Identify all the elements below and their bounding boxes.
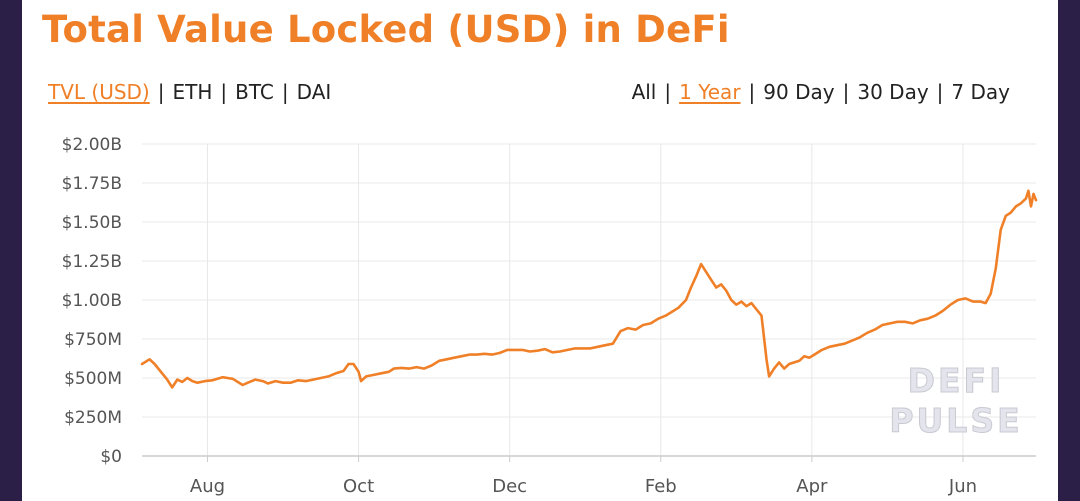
separator: | bbox=[220, 80, 228, 104]
y-tick-label: $1.00B bbox=[62, 291, 122, 311]
x-tick-label: Aug bbox=[190, 476, 225, 497]
range-option-30-day[interactable]: 30 Day bbox=[857, 80, 929, 104]
separator: | bbox=[936, 80, 944, 104]
separator: | bbox=[281, 80, 289, 104]
y-tick-label: $1.25B bbox=[62, 252, 122, 272]
page-title: Total Value Locked (USD) in DeFi bbox=[42, 8, 730, 51]
y-tick-label: $250M bbox=[64, 408, 122, 428]
range-option-90-day[interactable]: 90 Day bbox=[763, 80, 835, 104]
separator: | bbox=[748, 80, 756, 104]
tvl-line-chart: DEFI PULSE $0 $250M $500M $750M $1.00B $1.25B… bbox=[62, 135, 1038, 497]
separator: | bbox=[664, 80, 672, 104]
watermark-line-1: DEFI bbox=[908, 361, 1005, 400]
separator: | bbox=[157, 80, 165, 104]
range-option-1-year[interactable]: 1 Year bbox=[679, 80, 741, 104]
range-selector: All | 1 Year | 90 Day | 30 Day | 7 Day bbox=[632, 80, 1010, 104]
y-tick-label: $1.75B bbox=[62, 174, 122, 194]
separator: | bbox=[842, 80, 850, 104]
range-option-all[interactable]: All bbox=[631, 80, 657, 104]
watermark-line-2: PULSE bbox=[889, 401, 1022, 440]
y-tick-label: $1.50B bbox=[62, 213, 122, 233]
x-tick-label: Oct bbox=[343, 476, 374, 497]
tvl-series-line bbox=[140, 189, 1038, 389]
metric-option-eth[interactable]: ETH bbox=[172, 80, 213, 104]
x-tick-label: Dec bbox=[492, 476, 527, 497]
x-tick-label: Feb bbox=[645, 476, 677, 497]
x-tick-label: Apr bbox=[796, 476, 828, 497]
chart-card: Total Value Locked (USD) in DeFi TVL (US… bbox=[22, 0, 1058, 501]
x-tick-label: Jun bbox=[948, 476, 977, 497]
metric-option-dai[interactable]: DAI bbox=[296, 80, 332, 104]
metric-selector: TVL (USD) | ETH | BTC | DAI bbox=[48, 80, 331, 104]
y-tick-label: $2.00B bbox=[62, 135, 122, 155]
y-tick-label: $0 bbox=[100, 447, 122, 467]
range-option-7-day[interactable]: 7 Day bbox=[951, 80, 1010, 104]
y-tick-label: $500M bbox=[64, 369, 122, 389]
y-tick-label: $750M bbox=[64, 330, 122, 350]
metric-option-tvl[interactable]: TVL (USD) bbox=[48, 80, 150, 104]
metric-option-btc[interactable]: BTC bbox=[235, 80, 274, 104]
